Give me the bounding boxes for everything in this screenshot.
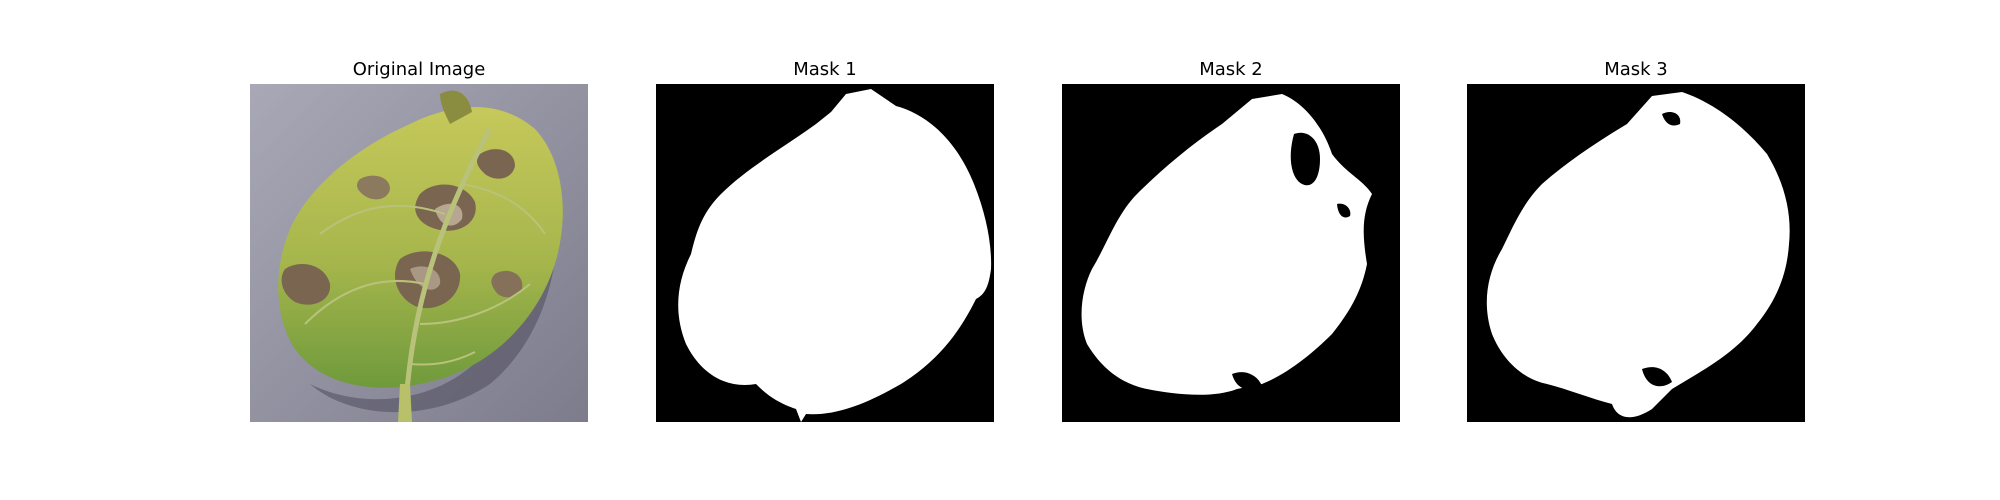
mask-2-panel xyxy=(1062,84,1400,422)
mask-1-panel xyxy=(656,84,994,422)
leaf-mask-1 xyxy=(656,84,994,422)
panel-title-original-image: Original Image xyxy=(352,59,486,80)
original-image-panel xyxy=(250,84,588,422)
mask-3-panel xyxy=(1467,84,1805,422)
leaf-mask-3 xyxy=(1467,84,1805,422)
panel-title-mask-3: Mask 3 xyxy=(1604,59,1668,80)
panel-title-mask-2: Mask 2 xyxy=(1199,59,1263,80)
leaf-photo xyxy=(250,84,588,422)
leaf-mask-2 xyxy=(1062,84,1400,422)
panel-title-mask-1: Mask 1 xyxy=(793,59,857,80)
